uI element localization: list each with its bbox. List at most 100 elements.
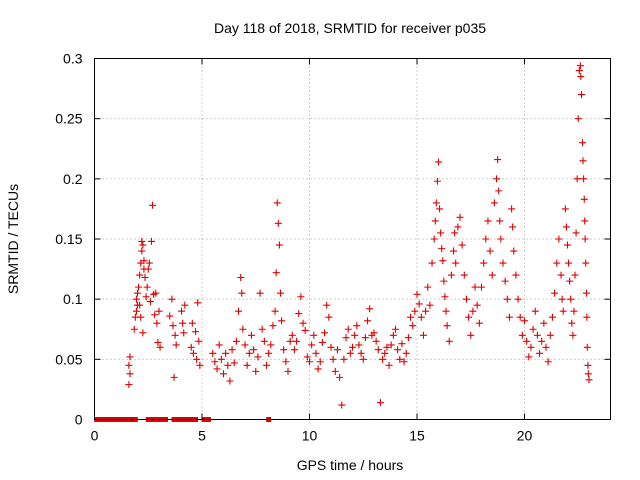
data-point <box>396 355 404 363</box>
data-point <box>559 307 567 315</box>
plot-frame <box>94 58 611 420</box>
data-point <box>458 241 466 249</box>
data-point <box>338 401 346 409</box>
data-point <box>224 361 232 369</box>
data-point <box>318 338 326 346</box>
data-points <box>94 62 593 422</box>
data-point <box>484 217 492 225</box>
data-point <box>171 331 179 339</box>
data-point <box>239 325 247 333</box>
data-point <box>303 353 311 361</box>
data-point <box>230 359 238 367</box>
data-point <box>571 271 579 279</box>
data-point <box>451 229 459 237</box>
data-point <box>564 241 571 249</box>
data-point <box>126 370 134 378</box>
data-point <box>546 331 554 339</box>
data-point <box>551 289 559 297</box>
data-point <box>445 337 453 345</box>
data-point <box>379 355 387 363</box>
data-point <box>443 322 451 330</box>
data-point <box>411 307 419 315</box>
data-point <box>495 187 503 195</box>
data-point <box>256 289 264 297</box>
data-point <box>143 283 151 291</box>
y-tick-label: 0.25 <box>55 111 82 127</box>
axis-ticks: 0 5 10 15 20 0 0.05 0.1 0.15 0.2 0.25 0.3 <box>55 51 611 444</box>
data-point <box>581 235 589 243</box>
data-point <box>125 381 133 389</box>
data-point <box>258 325 266 333</box>
data-point <box>450 247 458 255</box>
data-point <box>440 277 448 285</box>
data-point <box>222 349 230 357</box>
data-point <box>168 295 176 303</box>
data-point <box>355 341 363 349</box>
data-point <box>252 367 260 375</box>
data-point <box>323 301 331 309</box>
data-point <box>275 241 283 249</box>
data-point <box>585 376 593 384</box>
data-point <box>516 313 524 321</box>
data-point <box>514 295 522 303</box>
data-point <box>579 139 587 147</box>
data-point <box>540 319 548 327</box>
data-point <box>153 319 161 327</box>
data-point <box>195 337 203 345</box>
data-point <box>469 307 477 315</box>
data-point <box>409 322 417 330</box>
data-point <box>299 319 307 327</box>
data-point <box>209 349 217 357</box>
x-tick-label: 15 <box>409 428 425 444</box>
data-point <box>407 313 415 321</box>
data-point <box>431 217 439 225</box>
data-point <box>170 373 178 381</box>
data-point <box>531 307 539 315</box>
data-point <box>329 355 337 363</box>
data-point <box>180 329 188 337</box>
data-point <box>544 358 552 366</box>
data-point <box>353 322 361 330</box>
data-point <box>441 293 449 301</box>
data-point <box>340 355 348 363</box>
data-point <box>387 341 395 349</box>
data-point <box>475 319 483 327</box>
data-point <box>359 355 367 363</box>
data-point <box>419 331 427 339</box>
chart-title: Day 118 of 2018, SRMTID for receiver p03… <box>214 20 486 36</box>
data-point <box>567 295 575 303</box>
data-point <box>247 331 255 339</box>
data-point <box>473 301 481 309</box>
data-point <box>327 343 335 351</box>
data-point <box>232 337 240 345</box>
data-point <box>435 158 442 166</box>
data-point <box>220 370 227 378</box>
data-point <box>144 265 152 273</box>
x-axis-label: GPS time / hours <box>297 457 404 473</box>
x-tick-label: 10 <box>302 428 318 444</box>
data-point <box>293 337 301 345</box>
data-point <box>217 355 225 363</box>
data-point <box>583 343 591 351</box>
data-point <box>527 343 535 351</box>
data-point <box>260 337 268 345</box>
data-point <box>254 353 262 361</box>
data-point <box>361 334 369 342</box>
data-point <box>383 343 391 351</box>
data-point <box>430 235 438 243</box>
data-point <box>392 325 399 333</box>
data-point <box>439 257 447 265</box>
data-point <box>482 235 490 243</box>
data-point <box>155 307 163 315</box>
data-point <box>228 346 236 354</box>
data-point <box>152 289 160 297</box>
data-point <box>417 313 425 321</box>
data-point <box>243 361 251 369</box>
data-point <box>454 223 462 231</box>
data-point <box>132 307 140 315</box>
data-point <box>573 175 581 183</box>
data-point <box>558 295 566 303</box>
data-point <box>146 298 154 306</box>
data-point <box>413 290 421 298</box>
data-point <box>130 325 138 333</box>
